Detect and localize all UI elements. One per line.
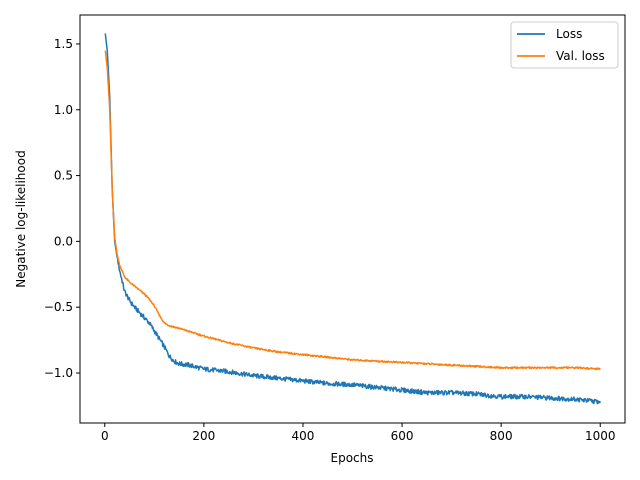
x-tick-label: 0 [101, 429, 109, 443]
x-tick-label: 400 [292, 429, 315, 443]
legend-label-val-loss: Val. loss [556, 49, 605, 63]
y-axis-ticks: −1.0 −0.5 0.0 0.5 1.0 1.5 [44, 37, 80, 380]
series-layer [104, 33, 601, 405]
plot-area-frame [79, 14, 626, 424]
series-line-loss [104, 33, 601, 405]
y-tick-label: 0.0 [54, 234, 73, 248]
x-tick-label: 1000 [585, 429, 616, 443]
y-tick-label: 1.5 [54, 37, 73, 51]
legend-label-loss: Loss [556, 27, 582, 41]
x-tick-label: 600 [391, 429, 414, 443]
y-tick-label: 0.5 [54, 169, 73, 183]
x-axis-label: Epochs [331, 451, 374, 465]
y-tick-label: 1.0 [54, 103, 73, 117]
legend: Loss Val. loss [510, 21, 619, 69]
y-axis-label: Negative log-likelihood [14, 150, 28, 287]
x-axis-ticks: 0 200 400 600 800 1000 [101, 423, 616, 443]
x-tick-label: 800 [490, 429, 513, 443]
y-tick-label: −0.5 [44, 300, 73, 314]
x-tick-label: 200 [192, 429, 215, 443]
y-tick-label: −1.0 [44, 366, 73, 380]
series-line-val-loss [104, 50, 601, 371]
